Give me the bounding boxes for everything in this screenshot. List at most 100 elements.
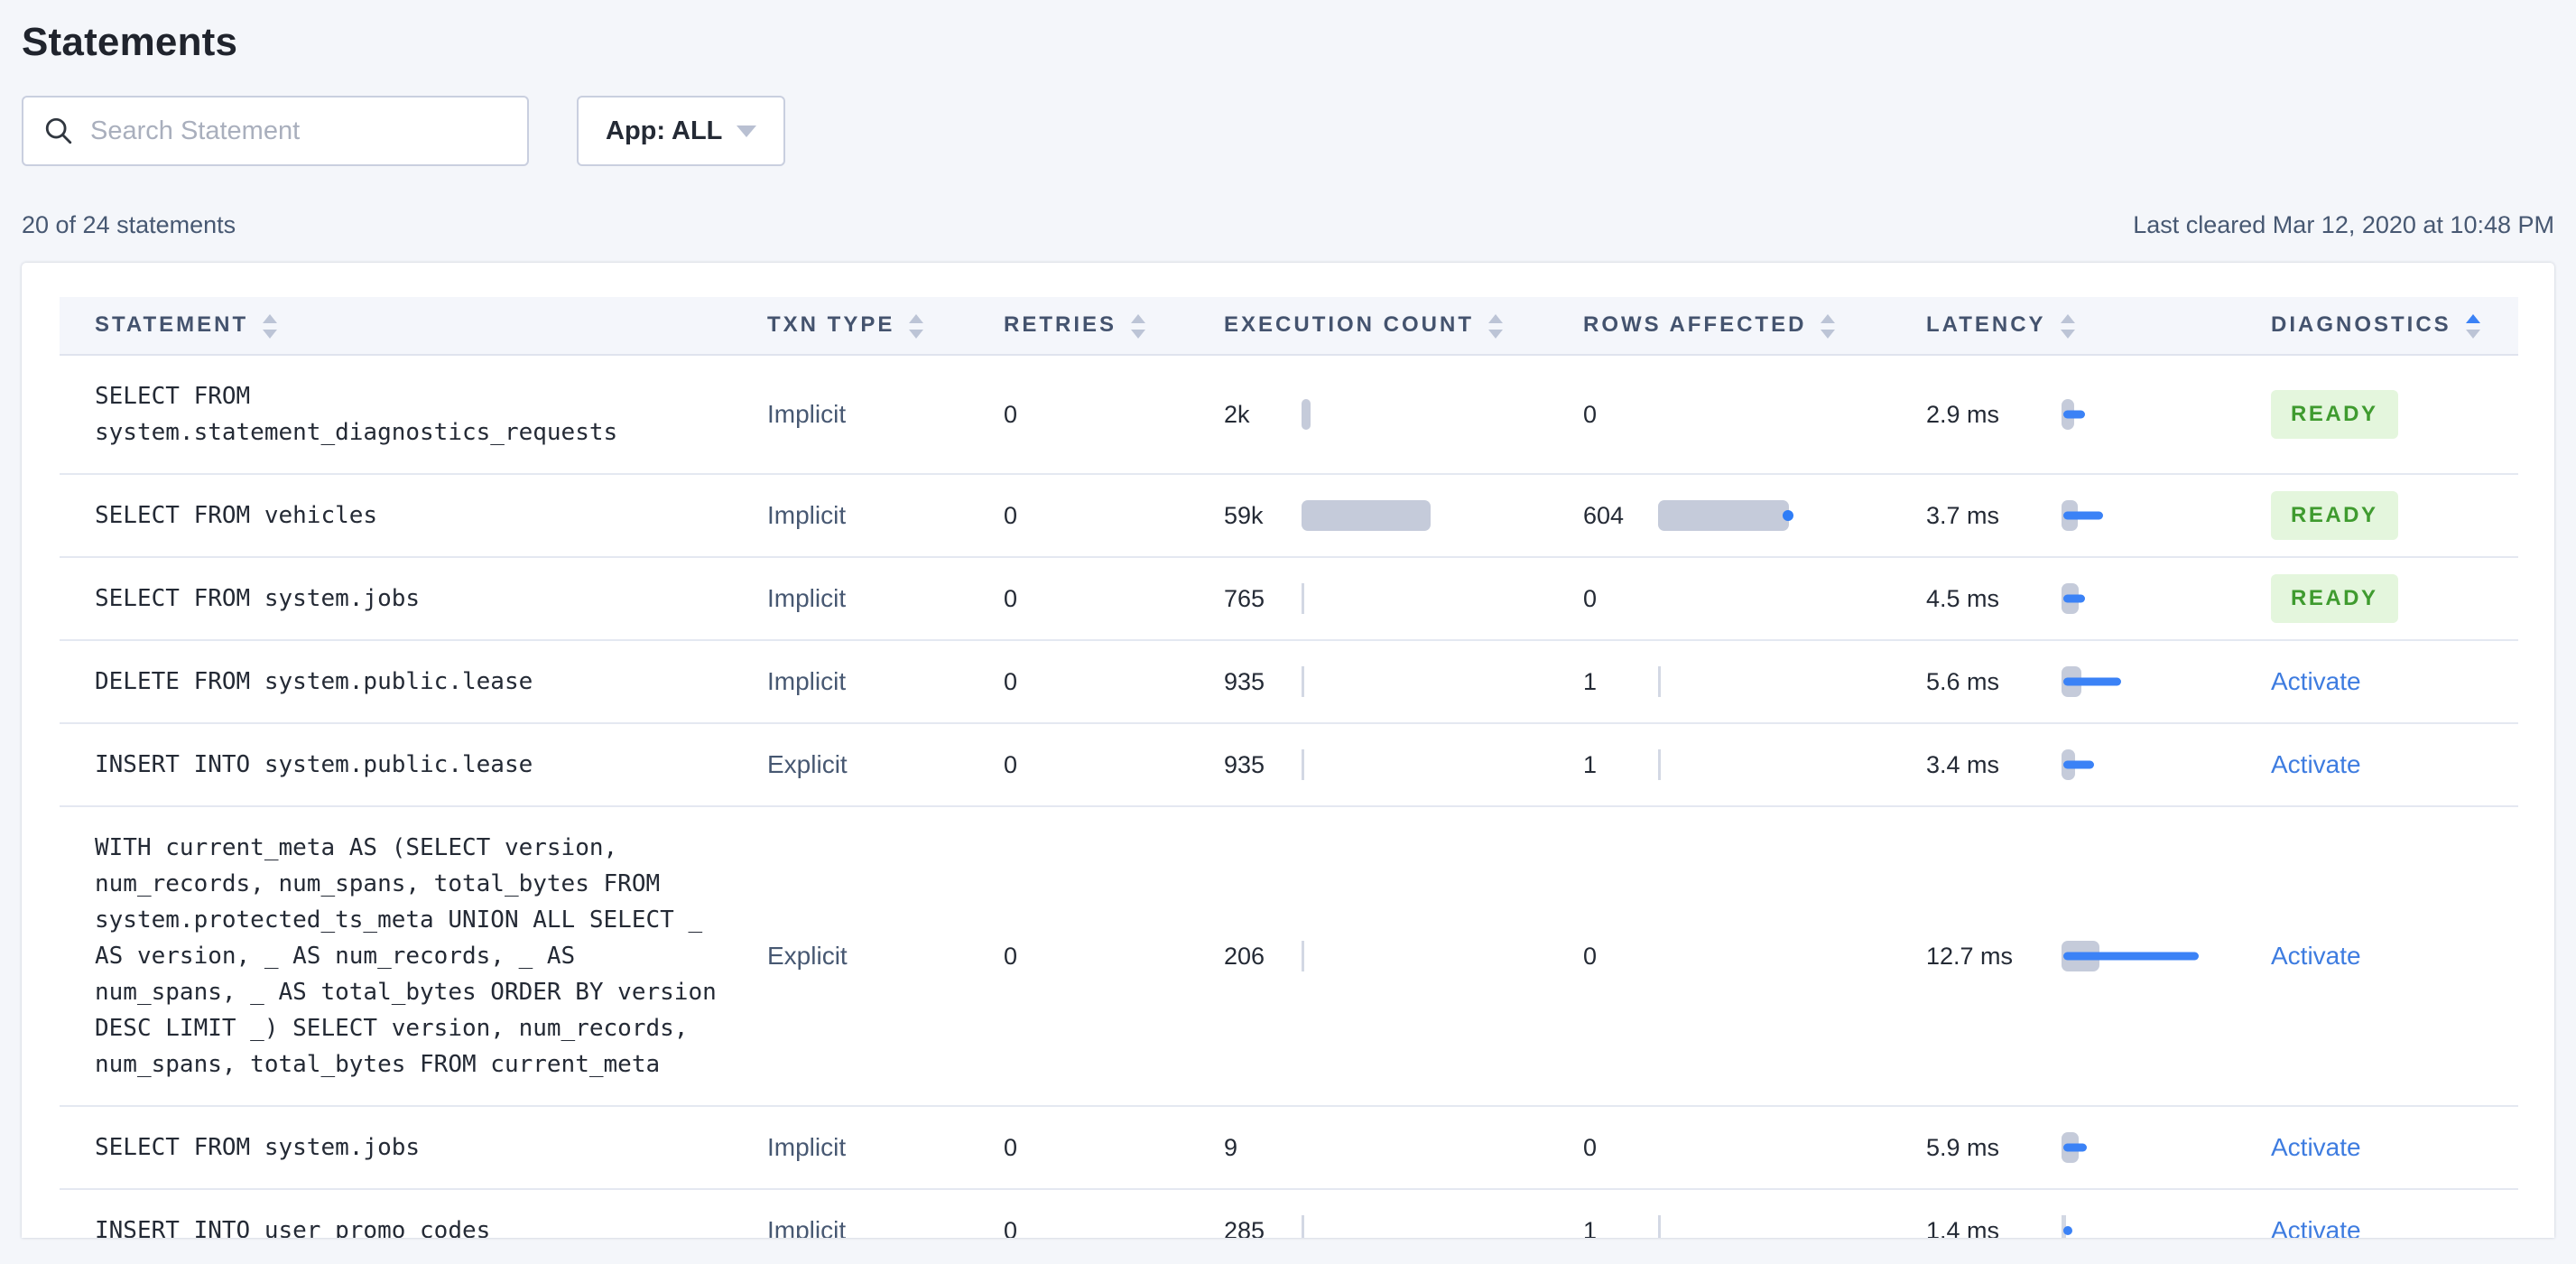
rows-affected-value: 1: [1583, 750, 1598, 778]
retries-value: 0: [1000, 723, 1220, 807]
diagnostics-activate-link[interactable]: Activate: [2271, 942, 2361, 970]
execution-count-bar: [1302, 1215, 1304, 1238]
rows-affected-bar: [1658, 1215, 1661, 1238]
statement-text[interactable]: INSERT INTO system.public.lease: [60, 723, 764, 807]
latency-value: 5.9 ms: [1926, 1133, 2000, 1161]
rows-affected-cell: 1: [1583, 1215, 1923, 1238]
latency-barchart: [2062, 387, 2267, 441]
rows-affected-bar: [1658, 666, 1661, 697]
diagnostics-activate-link[interactable]: Activate: [2271, 750, 2361, 778]
statement-text[interactable]: SELECT FROM vehicles: [60, 474, 764, 558]
latency-mean-bar: [2063, 760, 2094, 769]
latency-value: 5.6 ms: [1926, 667, 2000, 695]
latency-barchart: [2062, 655, 2267, 709]
latency-mean-bar: [2063, 511, 2103, 520]
search-input[interactable]: [90, 116, 507, 146]
execution-count-value: 2k: [1224, 400, 1250, 428]
column-header-execution-count[interactable]: EXECUTION COUNT: [1220, 297, 1580, 356]
retries-value: 0: [1000, 1189, 1220, 1238]
column-header-statement[interactable]: STATEMENT: [60, 297, 764, 356]
table-row: WITH current_meta AS (SELECT version, num…: [60, 806, 2518, 1107]
retries-value: 0: [1000, 557, 1220, 641]
last-cleared-label: Last cleared Mar 12, 2020 at 10:48 PM: [2133, 211, 2554, 238]
rows-affected-cell: 1: [1583, 749, 1923, 780]
result-count: 20 of 24 statements: [22, 211, 236, 238]
latency-mean-bar: [2063, 594, 2085, 603]
rows-affected-bar: [1658, 500, 1793, 531]
diagnostics-activate-link[interactable]: Activate: [2271, 1133, 2361, 1161]
sort-arrows-icon[interactable]: [263, 313, 278, 339]
execution-count-cell: 206: [1224, 941, 1580, 971]
latency-value: 3.7 ms: [1926, 501, 2000, 529]
table-row: INSERT INTO system.public.lease Explicit…: [60, 723, 2518, 807]
statements-page: Statements App: ALL 20 of 24 statements …: [22, 20, 2554, 1239]
rows-affected-value: 0: [1583, 1133, 1598, 1161]
sort-arrows-icon[interactable]: [1821, 313, 1836, 339]
column-header-rows-affected[interactable]: ROWS AFFECTED: [1580, 297, 1923, 356]
column-header-latency[interactable]: LATENCY: [1923, 297, 2267, 356]
execution-count-value: 9: [1224, 1133, 1238, 1161]
statement-text[interactable]: SELECT FROM system.jobs: [60, 557, 764, 641]
sort-arrows-icon[interactable]: [2465, 313, 2480, 339]
execution-count-cell: 935: [1224, 666, 1580, 697]
txn-type-value: Explicit: [764, 806, 1000, 1107]
execution-count-cell: 9: [1224, 1134, 1580, 1162]
execution-count-bar: [1302, 666, 1304, 697]
rows-affected-value: 0: [1583, 400, 1598, 428]
retries-value: 0: [1000, 1106, 1220, 1190]
table-row: SELECT FROM system.statement_diagnostics_…: [60, 355, 2518, 475]
sort-arrows-icon[interactable]: [909, 313, 924, 339]
column-header-retries[interactable]: RETRIES: [1000, 297, 1220, 356]
execution-count-value: 59k: [1224, 501, 1264, 529]
diagnostics-ready-badge[interactable]: READY: [2271, 574, 2398, 623]
latency-barchart: [2062, 488, 2267, 543]
txn-type-value: Implicit: [764, 474, 1000, 558]
rows-affected-value: 1: [1583, 1216, 1598, 1239]
app-filter-label: App: ALL: [606, 116, 723, 145]
statement-text[interactable]: DELETE FROM system.public.lease: [60, 640, 764, 724]
rows-affected-cell: 0: [1583, 401, 1923, 429]
diagnostics-ready-badge[interactable]: READY: [2271, 390, 2398, 439]
table-meta-row: 20 of 24 statements Last cleared Mar 12,…: [22, 211, 2554, 239]
app-filter-dropdown[interactable]: App: ALL: [577, 96, 786, 166]
statement-text[interactable]: WITH current_meta AS (SELECT version, num…: [60, 806, 764, 1107]
latency-value: 12.7 ms: [1926, 942, 2014, 970]
column-header-diagnostics[interactable]: DIAGNOSTICS: [2267, 297, 2518, 356]
latency-cell: 12.7 ms: [1926, 929, 2267, 983]
latency-barchart: [2062, 1120, 2267, 1175]
diagnostics-activate-link[interactable]: Activate: [2271, 1216, 2361, 1238]
latency-value: 1.4 ms: [1926, 1216, 2000, 1239]
latency-cell: 5.9 ms: [1926, 1120, 2267, 1175]
mean-dot-icon: [1783, 510, 1793, 521]
chevron-down-icon: [737, 125, 757, 137]
search-box[interactable]: [22, 96, 529, 166]
diagnostics-ready-badge[interactable]: READY: [2271, 491, 2398, 540]
column-header-txn-type[interactable]: TXN TYPE: [764, 297, 1000, 356]
latency-value: 4.5 ms: [1926, 584, 2000, 612]
latency-cell: 2.9 ms: [1926, 387, 2267, 441]
retries-value: 0: [1000, 474, 1220, 558]
table-row: DELETE FROM system.public.lease Implicit…: [60, 640, 2518, 724]
sort-arrows-icon[interactable]: [1131, 313, 1146, 339]
statement-text[interactable]: INSERT INTO user_promo_codes: [60, 1189, 764, 1238]
sort-arrows-icon[interactable]: [2060, 313, 2075, 339]
execution-count-bar: [1302, 941, 1304, 971]
latency-barchart: [2062, 1204, 2267, 1238]
latency-cell: 3.4 ms: [1926, 738, 2267, 792]
statement-text[interactable]: SELECT FROM system.statement_diagnostics_…: [60, 355, 764, 475]
latency-cell: 3.7 ms: [1926, 488, 2267, 543]
statement-text[interactable]: SELECT FROM system.jobs: [60, 1106, 764, 1190]
txn-type-value: Implicit: [764, 557, 1000, 641]
execution-count-value: 765: [1224, 584, 1265, 612]
latency-barchart: [2062, 572, 2267, 626]
latency-mean-bar: [2063, 410, 2085, 419]
latency-mean-bar: [2063, 1226, 2072, 1235]
diagnostics-activate-link[interactable]: Activate: [2271, 667, 2361, 695]
execution-count-value: 935: [1224, 750, 1265, 778]
latency-cell: 5.6 ms: [1926, 655, 2267, 709]
rows-affected-cell: 1: [1583, 666, 1923, 697]
sort-arrows-icon[interactable]: [1488, 313, 1504, 339]
execution-count-value: 935: [1224, 667, 1265, 695]
latency-mean-bar: [2063, 1143, 2087, 1152]
latency-value: 3.4 ms: [1926, 750, 2000, 778]
